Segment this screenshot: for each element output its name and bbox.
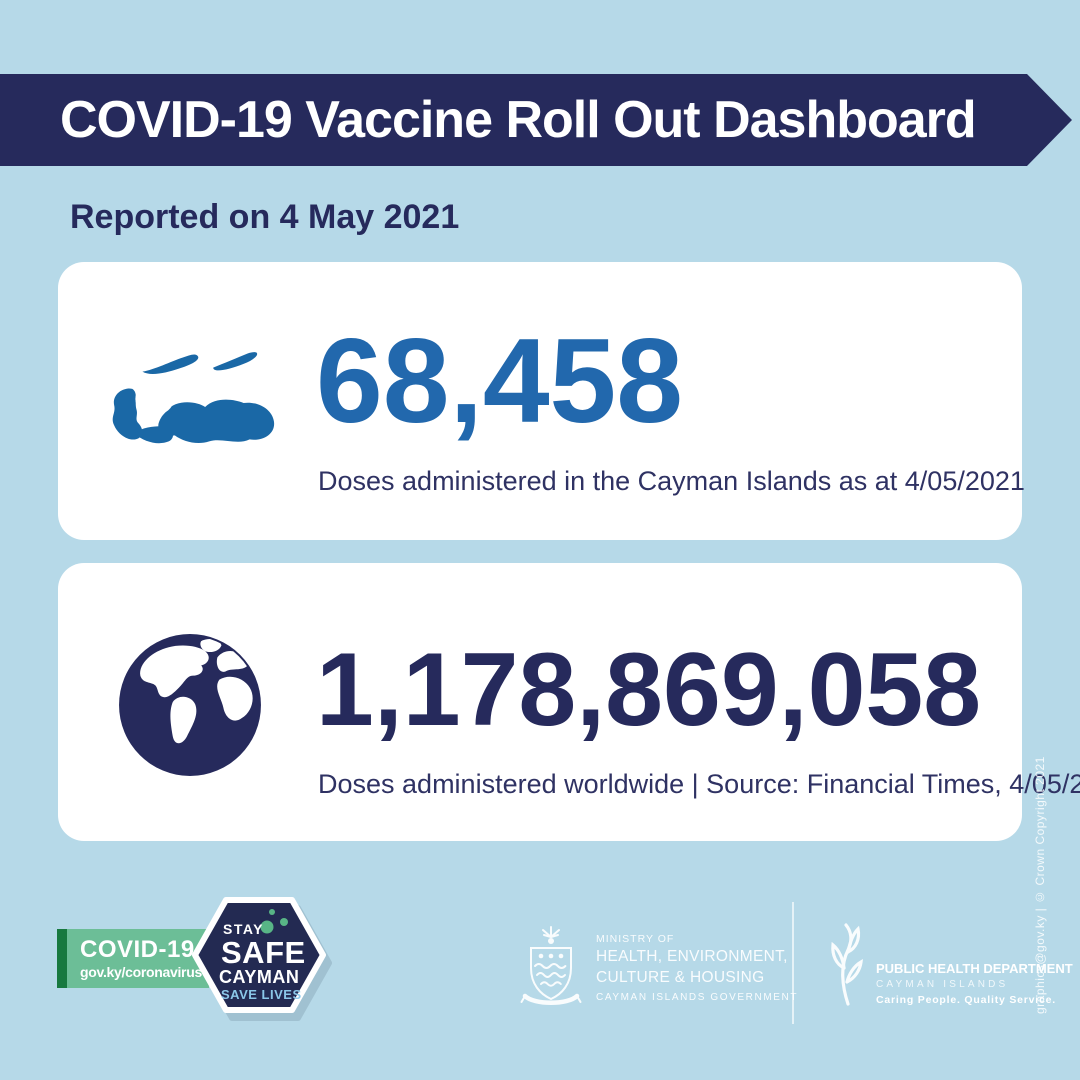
phd-logo-text: PUBLIC HEALTH DEPARTMENT CAYMAN ISLANDS …: [876, 961, 1073, 1006]
ministry-line-4: CAYMAN ISLANDS GOVERNMENT: [596, 992, 799, 1003]
globe-icon: [119, 634, 261, 776]
footer-logo-divider: [792, 902, 794, 1024]
green-dots-icon: [260, 909, 288, 934]
ministry-line-2: HEALTH, ENVIRONMENT,: [596, 948, 788, 965]
copyright-vertical-text: graphics@gov.ky | © Crown Copyright 2021: [1033, 756, 1047, 1014]
phd-line-1: PUBLIC HEALTH DEPARTMENT: [876, 961, 1073, 976]
hex-line-safe: SAFE: [221, 935, 306, 970]
local-doses-caption: Doses administered in the Cayman Islands…: [318, 466, 1025, 496]
phd-line-2: CAYMAN ISLANDS: [876, 979, 1009, 990]
local-doses-value: 68,458: [316, 314, 684, 448]
phd-line-3: Caring People. Quality Service.: [876, 994, 1057, 1006]
covid-badge-url: gov.ky/coronavirus: [80, 964, 202, 981]
hex-line-save-lives: SAVE LIVES: [221, 987, 302, 1002]
stay-safe-cayman-badge: STAY SAFE CAYMAN SAVE LIVES: [192, 894, 332, 1024]
badge-accent-bar: [57, 929, 67, 988]
worldwide-doses-caption: Doses administered worldwide | Source: F…: [318, 769, 1080, 799]
ministry-logo-text: MINISTRY OF HEALTH, ENVIRONMENT, CULTURE…: [596, 933, 798, 1003]
public-health-sprout-icon: [831, 923, 863, 1006]
hex-line-cayman: CAYMAN: [219, 967, 300, 987]
ministry-line-1: MINISTRY OF: [596, 933, 675, 945]
ministry-line-3: CULTURE & HOUSING: [596, 969, 765, 986]
page-title: COVID-19 Vaccine Roll Out Dashboard: [60, 91, 977, 149]
hexagon-shape: [192, 897, 326, 1013]
reported-date-line: Reported on 4 May 2021: [70, 198, 460, 236]
worldwide-doses-value: 1,178,869,058: [316, 632, 982, 748]
cayman-islands-map-icon: [112, 352, 275, 444]
covid-badge-title: COVID-19: [80, 936, 195, 963]
hex-line-stay: STAY: [223, 921, 265, 937]
covid19-gov-badge: COVID-19 gov.ky/coronavirus: [57, 929, 209, 988]
worldwide-doses-card-content: 1,178,869,058 Doses administered worldwi…: [58, 563, 1080, 841]
coat-of-arms-icon: [520, 926, 582, 1005]
local-doses-card: 68,458 Doses administered in the Cayman …: [58, 262, 1025, 540]
header-arrow-banner: COVID-19 Vaccine Roll Out Dashboard: [0, 74, 1072, 166]
